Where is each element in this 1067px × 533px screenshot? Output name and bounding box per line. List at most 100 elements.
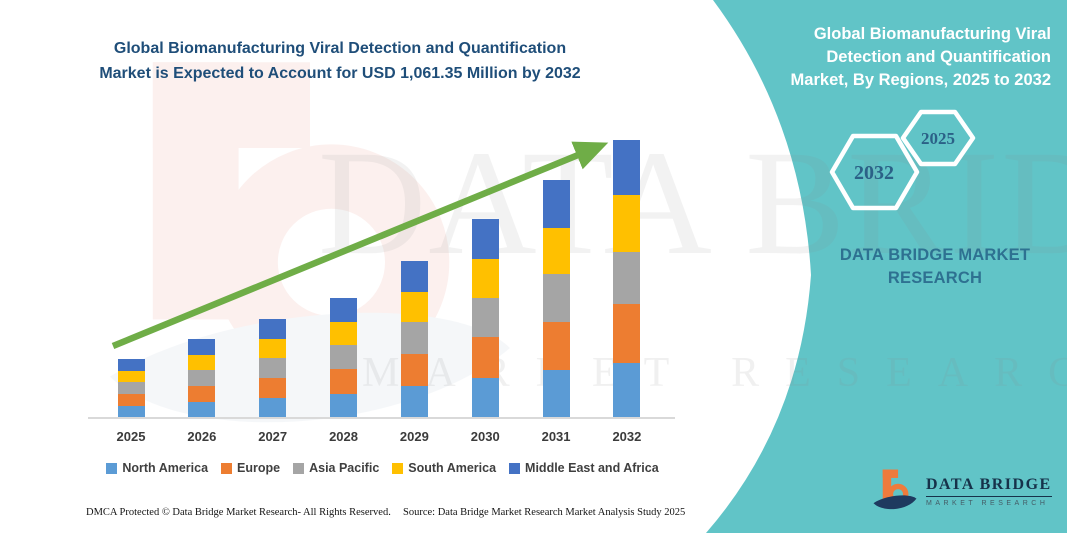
x-axis-label: 2029 [399, 429, 429, 444]
bar-segment [188, 339, 216, 355]
panel-brand-line1: DATA BRIDGE MARKET [839, 246, 1031, 264]
bar-segment [117, 381, 145, 394]
legend-label: Europe [237, 461, 281, 475]
x-axis-line [88, 417, 675, 419]
bar-segment [400, 322, 428, 354]
chart-title: Global Biomanufacturing Viral Detection … [40, 36, 640, 86]
source-note: Source: Data Bridge Market Research Mark… [403, 507, 686, 518]
bar-segment [330, 369, 358, 394]
bar-segment [471, 219, 499, 260]
legend-label: Asia Pacific [309, 461, 380, 475]
dmca-note: DMCA Protected © Data Bridge Market Rese… [86, 507, 391, 518]
panel-brand-text: DATA BRIDGE MARKET RESEARCH [820, 244, 1050, 290]
bar-segment [542, 321, 570, 371]
legend-swatch [293, 462, 305, 474]
hexagon-2032-icon [829, 133, 920, 211]
legend-label: Middle East and Africa [525, 461, 659, 475]
databridge-logo: DATA BRIDGE MARKET RESEARCH [872, 466, 1052, 516]
bar-segment [613, 304, 641, 363]
bar-stack [188, 339, 216, 417]
bar-stack [613, 140, 641, 417]
legend-item: Europe [221, 461, 280, 475]
bar-segment [259, 397, 287, 417]
bar-column: 2025 [102, 130, 160, 444]
bar-column: 2026 [173, 130, 231, 444]
bar-stack [400, 260, 428, 417]
bar-segment [188, 369, 216, 386]
bar-segment [542, 274, 570, 322]
side-panel-title-line3: Market, By Regions, 2025 to 2032 [790, 71, 1051, 89]
legend-swatch [392, 462, 404, 474]
side-panel-title-line1: Global Biomanufacturing Viral [813, 25, 1051, 43]
bar-segment [188, 401, 216, 417]
x-axis-label: 2027 [258, 429, 288, 444]
chart-title-line1: Global Biomanufacturing Viral Detection … [113, 40, 567, 57]
bar-stack [471, 219, 499, 417]
bar-segment [330, 298, 358, 323]
bar-segment [330, 345, 358, 370]
bar-segment [471, 377, 499, 417]
bar-segment [400, 353, 428, 386]
bar-stack [330, 298, 358, 417]
panel-brand-line2: RESEARCH [887, 269, 983, 287]
legend-label: South America [408, 461, 497, 475]
bar-segment [542, 370, 570, 417]
bar-column: 2031 [527, 130, 585, 444]
x-axis-label: 2026 [187, 429, 217, 444]
hexagon-2025-icon [900, 109, 976, 167]
bar-segment [471, 297, 499, 338]
bar-segment [613, 363, 641, 417]
bar-segment [400, 291, 428, 323]
chart-legend: North America Europe Asia Pacific South Ame… [90, 461, 675, 475]
bar-segment [259, 377, 287, 398]
x-axis-label: 2032 [612, 429, 642, 444]
bar-segment [400, 260, 428, 292]
bar-segment [117, 393, 145, 406]
bar-column: 2027 [244, 130, 302, 444]
logo-tagline: MARKET RESEARCH [926, 499, 1049, 507]
legend-item: Middle East and Africa [509, 461, 659, 475]
bar-segment [259, 319, 287, 339]
bar-segment [542, 180, 570, 228]
bar-segment [330, 322, 358, 346]
chart-title-line2: Market is Expected to Account for USD 1,… [99, 65, 581, 82]
bar-segment [613, 140, 641, 195]
bar-stack [117, 359, 145, 417]
legend-item: Asia Pacific [293, 461, 379, 475]
year-hexagons: 2032 2025 [829, 109, 976, 211]
x-axis-label: 2025 [116, 429, 146, 444]
bar-column: 2028 [315, 130, 373, 444]
bar-column: 2032 [598, 130, 656, 444]
bar-segment [471, 337, 499, 378]
legend-swatch [106, 462, 118, 474]
hexagon-2032-label: 2032 [854, 162, 894, 184]
bar-stack [259, 319, 287, 417]
legend-swatch [221, 462, 233, 474]
stacked-bar-chart: 2025 2026 2027 2028 2029 2030 2031 2032 [102, 130, 656, 444]
hexagon-2025-label: 2025 [921, 129, 955, 148]
bar-segment [117, 405, 145, 417]
x-axis-label: 2031 [541, 429, 571, 444]
legend-item: North America [106, 461, 208, 475]
logo-text-block: DATA BRIDGE MARKET RESEARCH [926, 476, 1052, 507]
side-panel-title: Global Biomanufacturing Viral Detection … [741, 23, 1051, 92]
bar-segment [117, 370, 145, 382]
bar-segment [117, 359, 145, 371]
legend-swatch [509, 462, 521, 474]
bar-segment [330, 393, 358, 417]
bar-segment [542, 227, 570, 275]
x-axis-label: 2030 [470, 429, 500, 444]
bar-column: 2030 [456, 130, 514, 444]
bar-segment [613, 252, 641, 305]
logo-name: DATA BRIDGE [926, 476, 1052, 497]
bar-segment [400, 385, 428, 417]
bar-segment [259, 338, 287, 358]
side-panel-title-line2: Detection and Quantification [826, 48, 1051, 66]
legend-label: North America [122, 461, 209, 475]
bar-segment [613, 195, 641, 253]
bar-column: 2029 [385, 130, 443, 444]
x-axis-label: 2028 [329, 429, 358, 444]
bar-segment [471, 259, 499, 298]
